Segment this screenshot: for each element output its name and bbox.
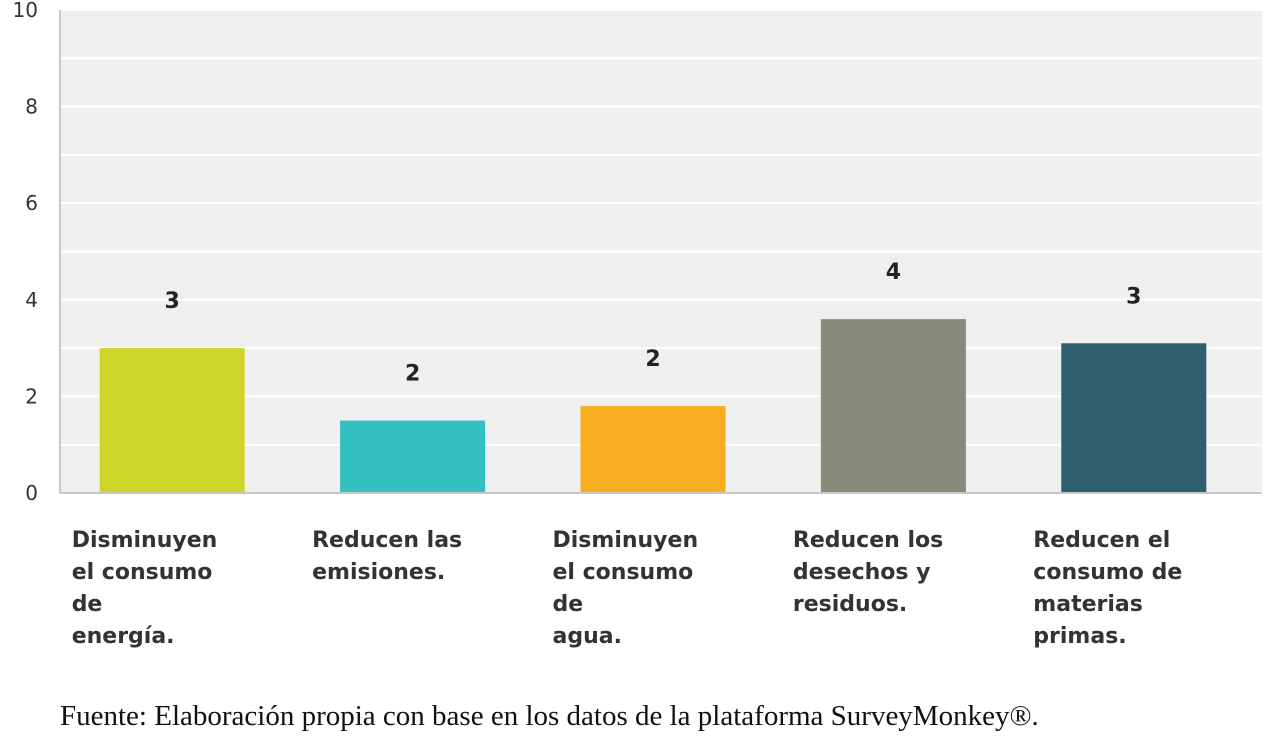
data-label: 3 (1126, 284, 1141, 309)
y-tick-label: 8 (25, 95, 38, 119)
y-tick-label: 6 (25, 191, 38, 215)
x-tick-label: Reducen las emisiones. (312, 528, 462, 585)
gridlines (60, 9, 1262, 446)
x-tick-label: Reducen el consumo de materias primas. (1033, 528, 1182, 649)
x-tick-label: Disminuyen el consumo de energía. (72, 528, 218, 649)
x-tick-label: Reducen los desechos y residuos. (793, 528, 943, 617)
bar (820, 319, 966, 493)
y-tick-label: 4 (25, 288, 38, 312)
data-labels: 3 2 2 4 3 (165, 260, 1142, 386)
bar (340, 420, 486, 493)
y-tick-label: 2 (25, 384, 38, 408)
bar (99, 348, 245, 493)
data-label: 4 (886, 260, 901, 285)
y-tick-label: 0 (25, 481, 38, 505)
bar (580, 406, 726, 493)
data-label: 2 (405, 362, 420, 387)
data-label: 2 (645, 347, 660, 372)
data-label: 3 (165, 289, 180, 314)
bars (99, 319, 1207, 493)
bar (1061, 343, 1207, 493)
bar-chart: 0 2 4 6 8 10 3 2 2 4 3 Disminuyen el consumo de ener… (13, 0, 1262, 649)
x-axis: Disminuyen el consumo de energía. Reducen la… (60, 492, 1262, 649)
y-tick-label: 10 (13, 0, 38, 22)
source-note: Fuente: Elaboración propia con base en l… (60, 700, 1039, 732)
x-tick-label: Disminuyen el consumo de agua. (553, 528, 699, 649)
y-axis: 0 2 4 6 8 10 (13, 0, 61, 505)
